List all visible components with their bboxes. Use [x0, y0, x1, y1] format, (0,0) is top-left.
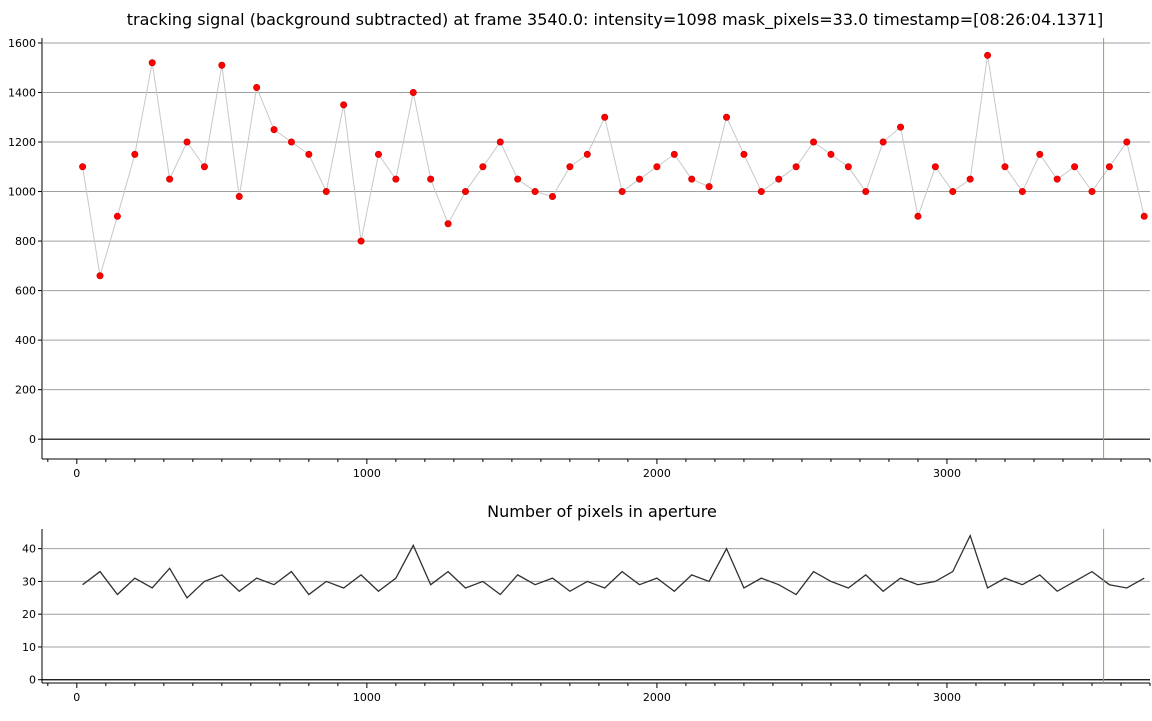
data-point[interactable] — [235, 192, 243, 200]
data-point[interactable] — [705, 183, 713, 191]
data-point[interactable] — [583, 150, 591, 158]
y-tick-label: 40 — [22, 543, 36, 556]
chart-title-intensity: tracking signal (background subtracted) … — [127, 10, 1104, 30]
data-point[interactable] — [1018, 188, 1026, 196]
data-point[interactable] — [879, 138, 887, 146]
pixels-plot[interactable]: 0 10 20 30 40 0 1000 2000 3000 — [22, 529, 1151, 704]
chart-title-pixels: Number of pixels in aperture — [487, 502, 717, 521]
data-point[interactable] — [374, 150, 382, 158]
data-point[interactable] — [287, 138, 295, 146]
data-point[interactable] — [1105, 163, 1113, 171]
data-point[interactable] — [723, 113, 731, 121]
data-point[interactable] — [844, 163, 852, 171]
data-point[interactable] — [253, 84, 261, 92]
data-point[interactable] — [688, 175, 696, 183]
data-point[interactable] — [1036, 150, 1044, 158]
y-tick-label: 20 — [22, 608, 36, 621]
data-point[interactable] — [810, 138, 818, 146]
series-line — [82, 533, 1145, 599]
data-point[interactable] — [618, 188, 626, 196]
data-point[interactable] — [914, 212, 922, 220]
data-point[interactable] — [1071, 163, 1079, 171]
data-point[interactable] — [862, 188, 870, 196]
x-tick-label: 3000 — [933, 691, 961, 704]
data-point[interactable] — [131, 150, 139, 158]
y-tick-label: 0 — [29, 433, 36, 446]
data-point[interactable] — [200, 163, 208, 171]
x-tick-label: 1000 — [353, 691, 381, 704]
data-point[interactable] — [340, 101, 348, 109]
data-point[interactable] — [1123, 138, 1131, 146]
data-point[interactable] — [636, 175, 644, 183]
data-point[interactable] — [897, 123, 905, 131]
data-point[interactable] — [984, 51, 992, 59]
data-point[interactable] — [757, 188, 765, 196]
data-point[interactable] — [357, 237, 365, 245]
y-tick-label: 400 — [15, 334, 36, 347]
data-point[interactable] — [1053, 175, 1061, 183]
data-point[interactable] — [792, 163, 800, 171]
data-point[interactable] — [148, 59, 156, 67]
data-point[interactable] — [322, 188, 330, 196]
data-point[interactable] — [496, 138, 504, 146]
data-point[interactable] — [113, 212, 121, 220]
data-point[interactable] — [96, 272, 104, 280]
data-point[interactable] — [566, 163, 574, 171]
x-tick-label: 0 — [73, 467, 80, 480]
y-tick-label: 0 — [29, 674, 36, 687]
x-tick-label: 2000 — [643, 691, 671, 704]
y-tick-label: 1000 — [8, 186, 36, 199]
y-tick-label: 30 — [22, 575, 36, 588]
x-tick-label: 0 — [73, 691, 80, 704]
data-point[interactable] — [461, 188, 469, 196]
y-tick-label: 1600 — [8, 37, 36, 50]
data-point[interactable] — [305, 150, 313, 158]
x-tick-label: 2000 — [643, 467, 671, 480]
y-tick-label: 10 — [22, 641, 36, 654]
data-point[interactable] — [1140, 212, 1148, 220]
y-tick-label: 1200 — [8, 136, 36, 149]
data-point[interactable] — [653, 163, 661, 171]
data-point[interactable] — [670, 150, 678, 158]
y-tick-label: 600 — [15, 285, 36, 298]
data-point[interactable] — [392, 175, 400, 183]
data-point[interactable] — [218, 61, 226, 69]
data-point[interactable] — [166, 175, 174, 183]
data-point[interactable] — [409, 88, 417, 96]
data-point[interactable] — [966, 175, 974, 183]
data-point[interactable] — [427, 175, 435, 183]
data-point[interactable] — [1088, 188, 1096, 196]
data-point[interactable] — [601, 113, 609, 121]
data-point[interactable] — [531, 188, 539, 196]
data-point[interactable] — [548, 192, 556, 200]
data-point[interactable] — [1001, 163, 1009, 171]
data-point[interactable] — [444, 220, 452, 228]
data-point[interactable] — [479, 163, 487, 171]
data-point[interactable] — [514, 175, 522, 183]
data-point[interactable] — [270, 126, 278, 134]
y-tick-label: 200 — [15, 384, 36, 397]
data-point[interactable] — [183, 138, 191, 146]
x-tick-label: 3000 — [933, 467, 961, 480]
series-line — [82, 55, 1145, 276]
data-point[interactable] — [775, 175, 783, 183]
intensity-plot[interactable]: 0 200 400 600 800 1000 1200 1400 1600 0 1000 2000 30… — [8, 37, 1151, 480]
data-point[interactable] — [79, 163, 87, 171]
data-point[interactable] — [931, 163, 939, 171]
data-point[interactable] — [827, 150, 835, 158]
x-tick-label: 1000 — [353, 467, 381, 480]
y-tick-label: 800 — [15, 235, 36, 248]
data-point[interactable] — [740, 150, 748, 158]
y-tick-label: 1400 — [8, 86, 36, 99]
data-point[interactable] — [949, 188, 957, 196]
